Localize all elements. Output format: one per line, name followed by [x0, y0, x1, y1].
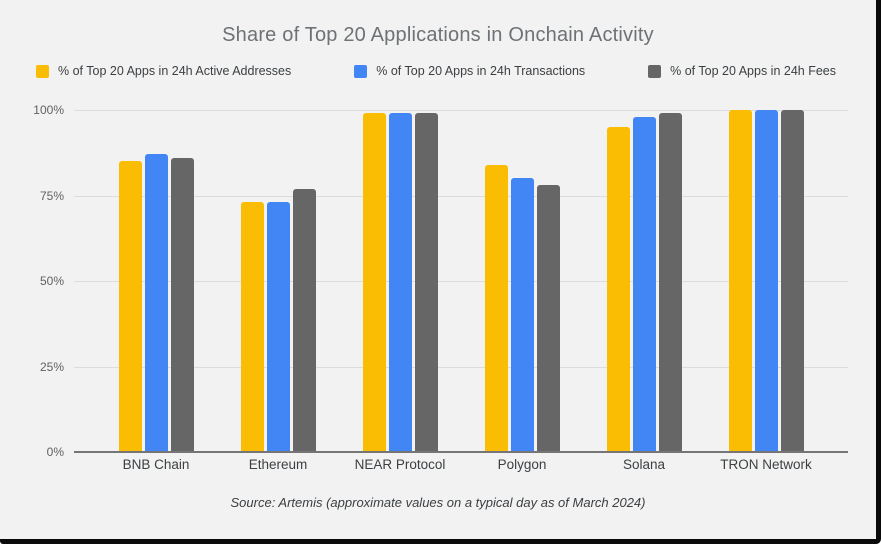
x-label-3: Polygon — [497, 457, 547, 472]
gridline-100 — [74, 110, 848, 111]
y-tick-label-50: 50% — [39, 274, 64, 288]
y-tick-label-0: 0% — [46, 445, 64, 459]
bar-polygon-series-1 — [510, 178, 534, 452]
gridline-25 — [74, 366, 848, 368]
bar-group-1 — [217, 110, 339, 452]
bar-bnb-chain-series-0 — [118, 161, 142, 452]
bar-ethereum-series-1 — [266, 202, 290, 452]
legend-item-0: % of Top 20 Apps in 24h Active Addresses — [36, 64, 291, 78]
bar-ethereum-series-2 — [292, 188, 316, 452]
plot-area — [74, 110, 848, 453]
x-label-5: TRON Network — [720, 457, 812, 472]
bar-near-protocol-series-1 — [388, 113, 412, 452]
x-axis-baseline — [74, 451, 848, 453]
bar-near-protocol-series-2 — [414, 113, 438, 452]
bar-bnb-chain-series-2 — [170, 157, 194, 452]
legend-item-2: % of Top 20 Apps in 24h Fees — [648, 64, 836, 78]
bar-polygon-series-2 — [536, 185, 560, 452]
gridline-50 — [74, 281, 848, 282]
x-label-0: BNB Chain — [122, 457, 190, 472]
source-note: Source: Artemis (approximate values on a… — [230, 495, 646, 510]
legend-swatch-icon — [36, 64, 49, 78]
x-label-1: Ethereum — [248, 457, 308, 472]
bar-group-0 — [95, 110, 217, 452]
bar-group-4 — [583, 110, 705, 452]
bar-near-protocol-series-0 — [362, 113, 386, 452]
legend-label: % of Top 20 Apps in 24h Fees — [670, 64, 836, 78]
legend-label: % of Top 20 Apps in 24h Active Addresses — [58, 64, 292, 78]
x-label-4: Solana — [622, 457, 666, 472]
bar-tron-network-series-1 — [754, 110, 778, 452]
legend-swatch-icon — [648, 64, 662, 78]
legend-label: % of Top 20 Apps in 24h Transactions — [376, 64, 586, 78]
bar-polygon-series-0 — [484, 164, 508, 452]
bar-group-2 — [339, 110, 461, 452]
bar-bnb-chain-series-1 — [144, 154, 168, 452]
y-tick-label-100: 100% — [33, 103, 64, 117]
bar-tron-network-series-2 — [780, 110, 804, 452]
y-tick-label-25: 25% — [39, 359, 64, 374]
bar-groups — [95, 110, 827, 452]
bar-ethereum-series-0 — [240, 202, 264, 452]
bar-solana-series-0 — [606, 127, 630, 452]
legend-swatch-icon — [354, 64, 368, 78]
bar-solana-series-2 — [658, 113, 682, 452]
legend-item-1: % of Top 20 Apps in 24h Transactions — [354, 64, 585, 78]
bar-group-3 — [461, 110, 583, 452]
chart-title: Share of Top 20 Applications in Onchain … — [222, 24, 654, 46]
legend: % of Top 20 Apps in 24h Active Addresses… — [0, 64, 876, 78]
gridline-75 — [74, 195, 848, 197]
bar-tron-network-series-0 — [728, 110, 752, 452]
bar-group-5 — [705, 110, 827, 452]
y-tick-label-75: 75% — [39, 188, 64, 203]
x-axis-labels: BNB Chain Ethereum NEAR Protocol Polygon Sol… — [95, 457, 827, 472]
x-label-2: NEAR Protocol — [354, 457, 446, 472]
bar-solana-series-1 — [632, 116, 656, 452]
